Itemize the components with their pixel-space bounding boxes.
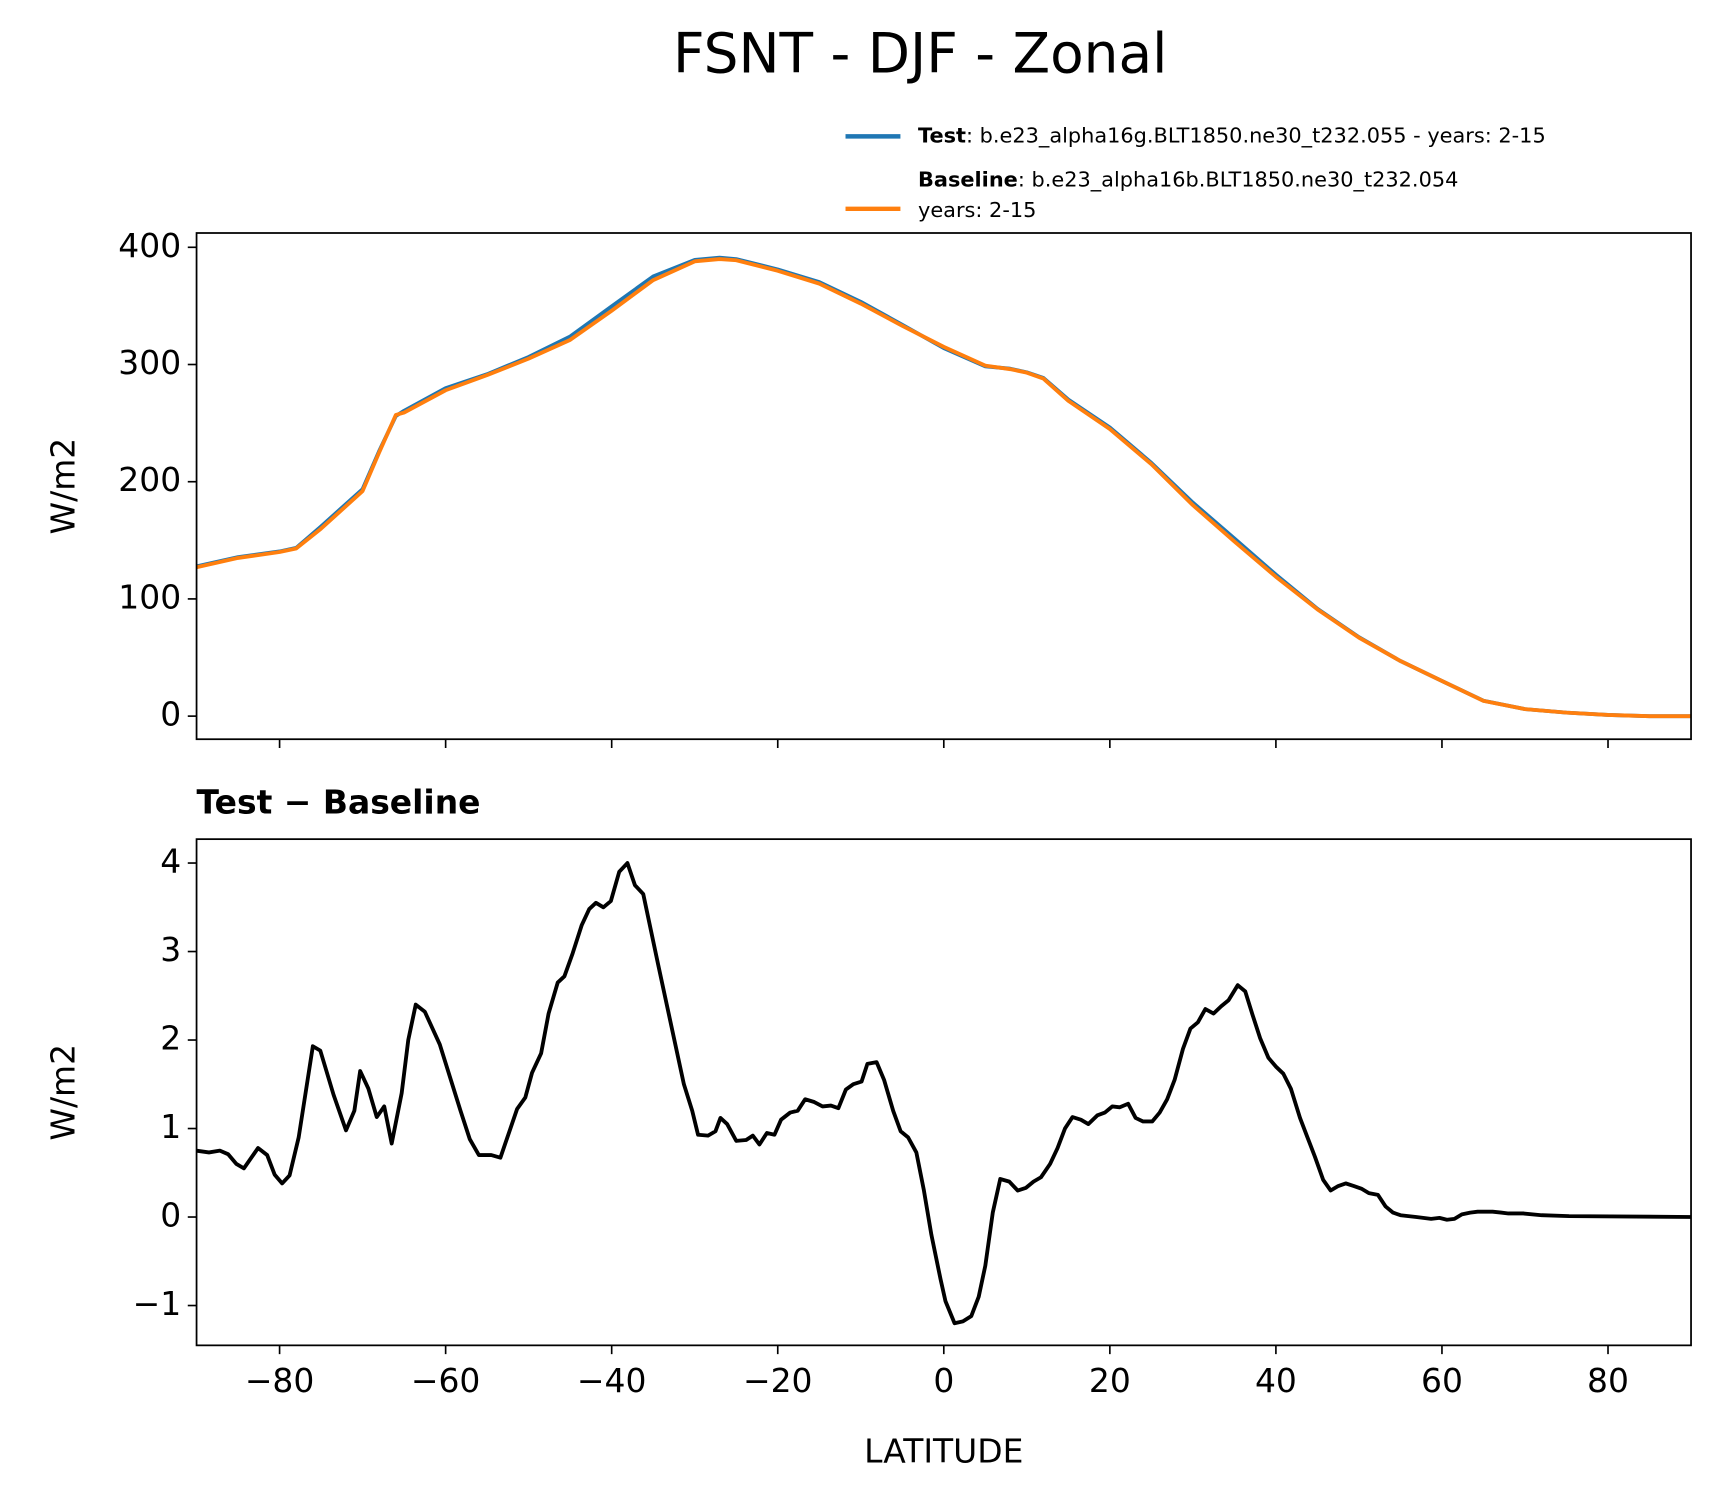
data-line <box>196 257 1692 719</box>
subplot-title: Test − Baseline <box>197 783 481 822</box>
legend-detail: : b.e23_alpha16g.BLT1850.ne30_t232.055 -… <box>966 123 1546 148</box>
data-line <box>196 861 1692 1326</box>
x-tick-label: 0 <box>933 1361 954 1400</box>
y-axis-label: W/m2 <box>43 438 82 535</box>
y-tick-label: 0 <box>160 1196 181 1235</box>
figure-title: FSNT - DJF - Zonal <box>673 21 1167 85</box>
legend-label: years: 2-15 <box>918 198 1036 222</box>
legend-label: Test: b.e23_alpha16g.BLT1850.ne30_t232.0… <box>918 123 1546 148</box>
y-tick-label: 0 <box>160 695 181 734</box>
y-axis-label: W/m2 <box>43 1044 82 1141</box>
plot-frame <box>195 232 1692 741</box>
plot-frame <box>195 838 1692 1347</box>
y-tick-label: −1 <box>133 1284 182 1323</box>
x-tick-label: −40 <box>577 1361 647 1400</box>
y-tick-label: 2 <box>160 1019 181 1058</box>
legend-name: Baseline <box>918 167 1018 191</box>
legend-label: Baseline: b.e23_alpha16b.BLT1850.ne30_t2… <box>918 167 1458 192</box>
x-axis-label: LATITUDE <box>864 1431 1023 1470</box>
x-tick-label: −80 <box>245 1361 315 1400</box>
legend-detail: : b.e23_alpha16b.BLT1850.ne30_t232.054 <box>1018 167 1459 192</box>
y-tick-label: 4 <box>160 842 181 881</box>
data-line <box>196 255 1692 719</box>
y-tick-label: 3 <box>160 930 181 969</box>
y-tick-label: 100 <box>118 577 181 616</box>
y-tick-label: 1 <box>160 1107 181 1146</box>
legend-name: Test <box>918 123 966 147</box>
x-tick-label: 80 <box>1587 1361 1629 1400</box>
x-tick-label: −20 <box>743 1361 813 1400</box>
legend-detail: years: 2-15 <box>918 198 1036 222</box>
y-tick-label: 200 <box>118 460 181 499</box>
x-tick-label: 60 <box>1421 1361 1463 1400</box>
y-tick-label: 300 <box>118 343 181 382</box>
y-tick-label: 400 <box>118 226 181 265</box>
x-tick-label: −60 <box>411 1361 481 1400</box>
x-tick-label: 40 <box>1255 1361 1297 1400</box>
x-tick-label: 20 <box>1089 1361 1131 1400</box>
